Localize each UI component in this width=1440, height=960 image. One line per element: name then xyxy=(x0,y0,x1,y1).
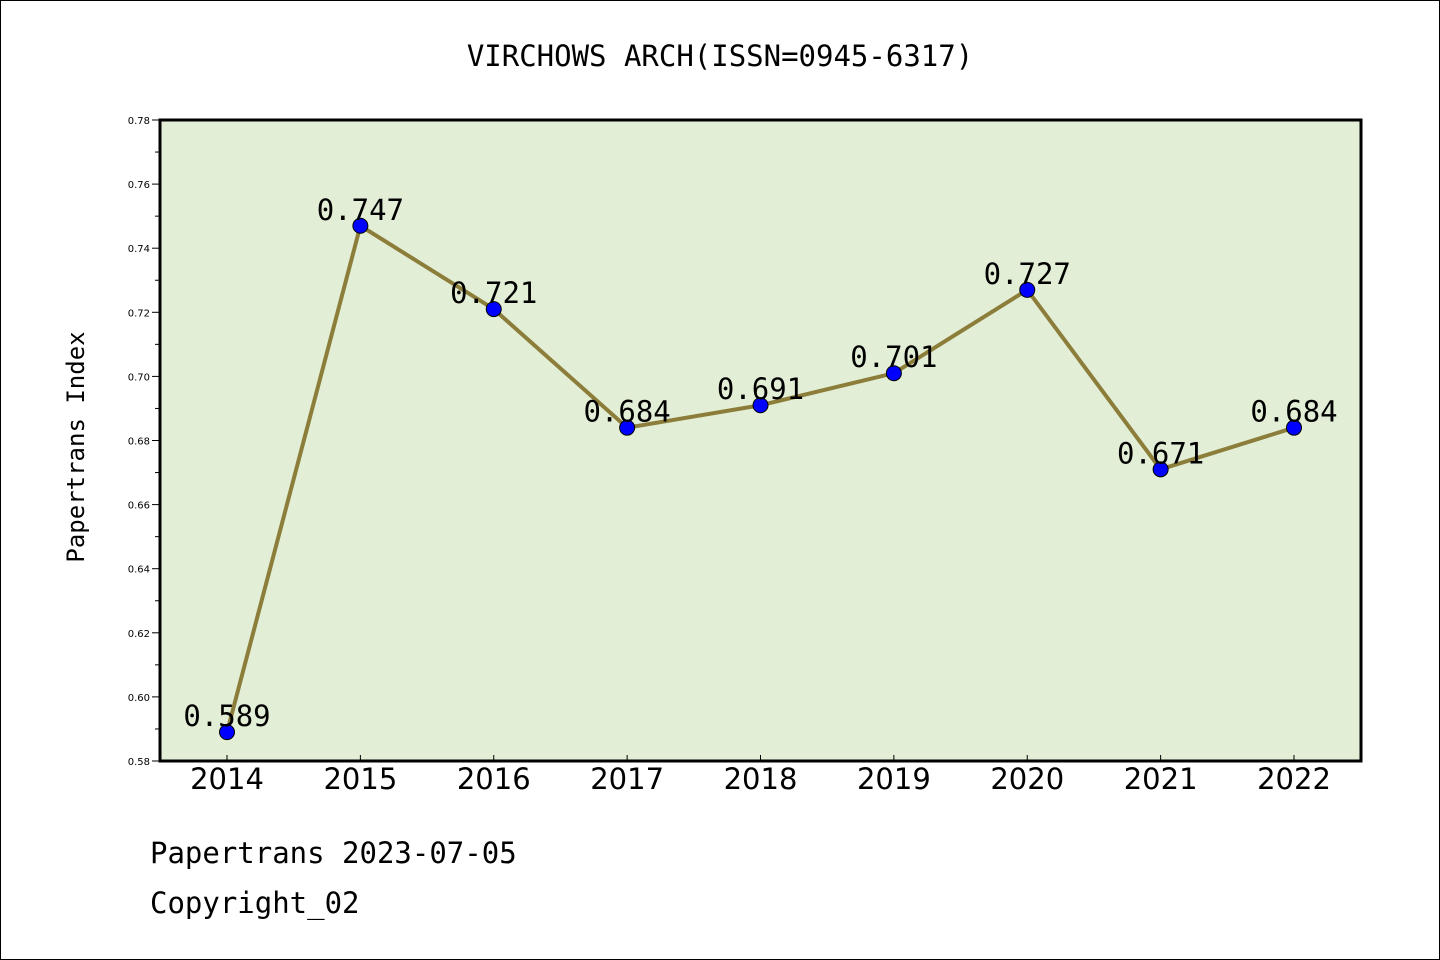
data-point xyxy=(619,419,636,436)
chart-title: VIRCHOWS ARCH(ISSN=0945-6317) xyxy=(467,39,973,73)
data-label: 0.589 xyxy=(183,699,270,733)
x-tick-label: 2018 xyxy=(724,762,798,796)
data-points xyxy=(219,217,1302,741)
data-point xyxy=(352,217,369,234)
footer-copyright: Copyright_02 xyxy=(150,886,360,920)
y-tick-label: 0.64 xyxy=(128,565,150,576)
data-label: 0.727 xyxy=(984,257,1071,291)
y-tick-label: 0.62 xyxy=(128,629,150,640)
y-tick-label: 0.60 xyxy=(128,693,150,704)
y-tick-label: 0.66 xyxy=(128,501,150,512)
data-labels: 0.589 0.747 0.721 0.684 0.691 0.701 0.727 0.671… xyxy=(183,193,1337,733)
y-tick-label: 0.58 xyxy=(128,757,150,768)
x-tick-label: 2021 xyxy=(1124,762,1198,796)
data-label: 0.671 xyxy=(1117,436,1204,470)
x-tick-label: 2014 xyxy=(190,762,264,796)
x-axis-ticks: 2014 2015 2016 2017 2018 2019 2020 2021 2022 xyxy=(190,755,1331,796)
data-label: 0.721 xyxy=(450,276,537,310)
data-label: 0.747 xyxy=(317,193,404,227)
data-point xyxy=(1286,419,1302,436)
x-tick-label: 2022 xyxy=(1257,762,1331,796)
data-point xyxy=(485,301,502,318)
data-label: 0.691 xyxy=(717,372,804,406)
data-label: 0.701 xyxy=(850,340,937,374)
y-tick-label: 0.70 xyxy=(128,372,150,383)
data-point xyxy=(752,397,769,414)
data-point xyxy=(1152,461,1169,478)
y-tick-label: 0.78 xyxy=(128,116,150,127)
x-tick-label: 2016 xyxy=(457,762,531,796)
y-axis-label: Papertrans Index xyxy=(62,331,90,562)
x-tick-label: 2019 xyxy=(857,762,931,796)
data-point xyxy=(219,724,235,741)
y-tick-label: 0.74 xyxy=(128,244,150,255)
y-tick-label: 0.72 xyxy=(128,308,150,319)
x-tick-label: 2017 xyxy=(590,762,664,796)
data-label: 0.684 xyxy=(1250,395,1337,429)
data-point xyxy=(885,365,902,382)
y-axis-ticks: 0.58 0.60 0.62 0.64 0.66 0.68 0.70 0.72 0.74 0.76… xyxy=(128,116,160,768)
y-tick-label: 0.68 xyxy=(128,437,150,448)
x-tick-label: 2020 xyxy=(990,762,1064,796)
data-label: 0.684 xyxy=(583,395,670,429)
x-tick-label: 2015 xyxy=(323,762,397,796)
footer-date: Papertrans 2023-07-05 xyxy=(150,836,517,870)
data-point xyxy=(1019,281,1036,298)
y-tick-label: 0.76 xyxy=(128,180,150,191)
